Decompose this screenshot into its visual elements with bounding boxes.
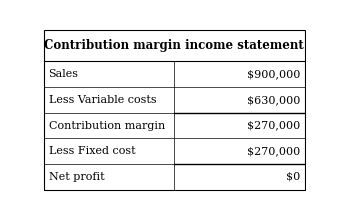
Text: Net profit: Net profit bbox=[49, 172, 104, 182]
Text: Less Fixed cost: Less Fixed cost bbox=[49, 146, 135, 156]
Text: $630,000: $630,000 bbox=[248, 95, 301, 105]
Text: $900,000: $900,000 bbox=[248, 69, 301, 79]
Text: $270,000: $270,000 bbox=[248, 146, 301, 156]
Text: $0: $0 bbox=[287, 172, 301, 182]
Text: $270,000: $270,000 bbox=[248, 121, 301, 131]
Text: Less Variable costs: Less Variable costs bbox=[49, 95, 156, 105]
Text: Contribution margin: Contribution margin bbox=[49, 121, 165, 131]
Text: Contribution margin income statement: Contribution margin income statement bbox=[45, 39, 304, 52]
Text: Sales: Sales bbox=[49, 69, 79, 79]
